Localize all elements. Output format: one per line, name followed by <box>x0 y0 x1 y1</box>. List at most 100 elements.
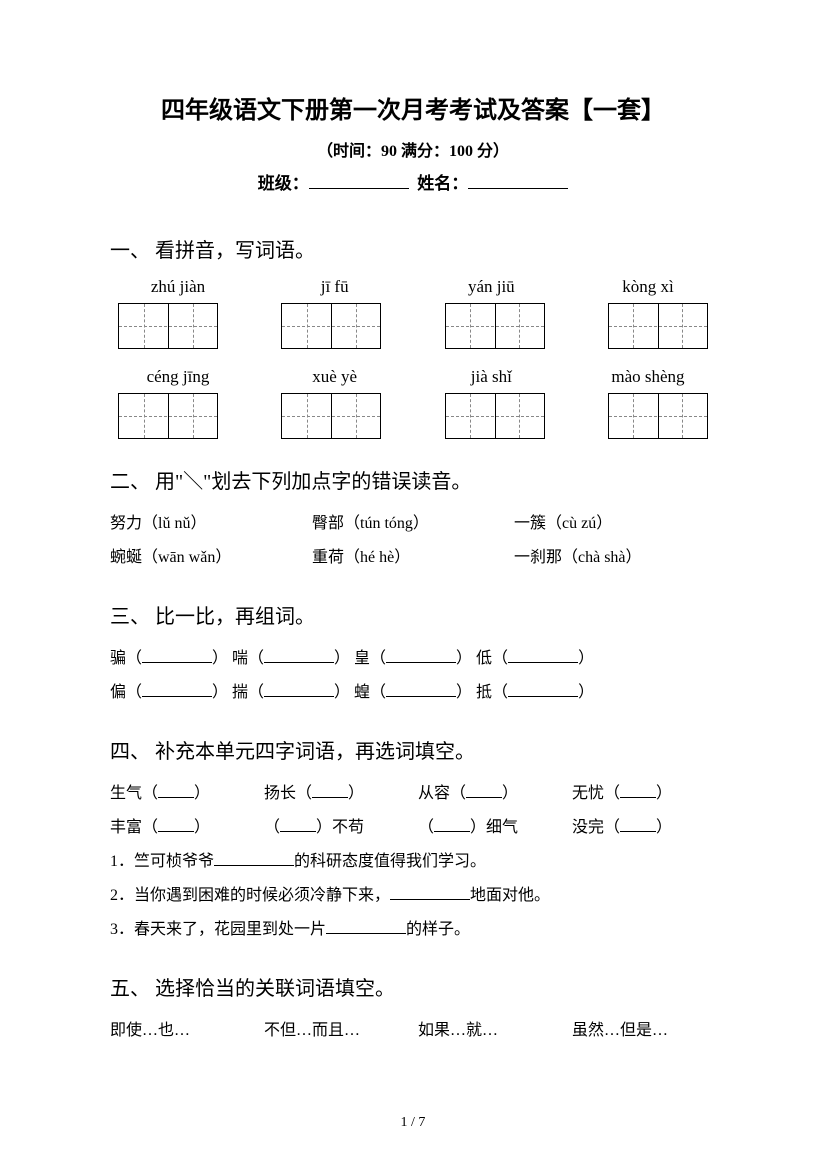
s5-option: 即使…也… <box>110 1015 254 1047</box>
s4-q1: 1．竺可桢爷爷 的科研态度值得我们学习。 <box>110 846 716 878</box>
fill-blank[interactable] <box>508 662 578 663</box>
s4-word: 生气（ <box>110 785 158 802</box>
fill-blank[interactable] <box>264 696 334 697</box>
s2-item: 一簇（cù zú） <box>514 508 716 540</box>
s3-char: ） 低（ <box>456 650 508 667</box>
fill-blank[interactable] <box>386 662 456 663</box>
fill-blank[interactable] <box>620 831 656 832</box>
s4-word: 从容（ <box>418 785 466 802</box>
s2-line-2: 蜿蜒（wān wǎn） 重荷（hé hè） 一刹那（chà shà） <box>110 542 716 574</box>
pinyin-cell: yán jiū <box>431 277 551 297</box>
pinyin-row-2: céng jīng xuè yè jià shǐ mào shèng <box>110 367 716 387</box>
s4-word: ）细气 <box>470 819 518 836</box>
s4-q3: 3．春天来了，花园里到处一片 的样子。 <box>110 914 716 946</box>
s3-char: 骗（ <box>110 650 142 667</box>
pinyin-cell: jià shǐ <box>431 367 551 387</box>
s4-word: ） <box>656 785 672 802</box>
s4-word: （ <box>418 819 434 836</box>
fill-blank[interactable] <box>280 831 316 832</box>
s2-item: 努力（lǔ nǔ） <box>110 508 312 540</box>
fill-blank[interactable] <box>508 696 578 697</box>
s3-char: ） 抵（ <box>456 684 508 701</box>
class-label: 班级： <box>258 174 309 193</box>
writing-box-row-1 <box>110 303 716 349</box>
fill-blank[interactable] <box>620 797 656 798</box>
question-text: 的科研态度值得我们学习。 <box>294 853 486 870</box>
pinyin-cell: jī fū <box>275 277 395 297</box>
s5-option: 不但…而且… <box>264 1015 408 1047</box>
s4-line-1: 生气（） 扬长（） 从容（） 无忧（） <box>110 778 716 810</box>
writing-box[interactable] <box>118 393 218 439</box>
section-1-heading: 一、 看拼音，写词语。 <box>110 234 716 263</box>
s3-char: ） <box>578 650 594 667</box>
section-4-heading: 四、 补充本单元四字词语，再选词填空。 <box>110 735 716 764</box>
fill-blank[interactable] <box>312 797 348 798</box>
s3-char: ） 蝗（ <box>334 684 386 701</box>
s2-item: 重荷（hé hè） <box>312 542 514 574</box>
fill-blank[interactable] <box>142 662 212 663</box>
fill-blank[interactable] <box>326 933 406 934</box>
s4-line-2: 丰富（ ） （ ）不苟 （ ）细气 没完（ ） <box>110 812 716 844</box>
pinyin-cell: mào shèng <box>588 367 708 387</box>
s2-line-1: 努力（lǔ nǔ） 臀部（tún tóng） 一簇（cù zú） <box>110 508 716 540</box>
writing-box[interactable] <box>281 303 381 349</box>
class-blank[interactable] <box>309 172 409 189</box>
writing-box[interactable] <box>608 393 708 439</box>
fill-blank[interactable] <box>434 831 470 832</box>
writing-box[interactable] <box>445 393 545 439</box>
fill-blank[interactable] <box>158 797 194 798</box>
s3-row-1: 骗（ ） 喘（ ） 皇（ ） 低（ ） <box>110 643 716 675</box>
question-text: 1．竺可桢爷爷 <box>110 853 214 870</box>
fill-blank[interactable] <box>390 899 470 900</box>
s2-item: 蜿蜒（wān wǎn） <box>110 542 312 574</box>
s4-word: ） <box>194 785 210 802</box>
s4-word: 扬长（ <box>264 785 312 802</box>
s4-word: ） <box>194 819 210 836</box>
s5-option: 虽然…但是… <box>572 1015 716 1047</box>
fill-blank[interactable] <box>142 696 212 697</box>
pinyin-cell: zhú jiàn <box>118 277 238 297</box>
fill-blank[interactable] <box>214 865 294 866</box>
section-3-heading: 三、 比一比，再组词。 <box>110 600 716 629</box>
fill-blank[interactable] <box>386 696 456 697</box>
s4-q2: 2．当你遇到困难的时候必须冷静下来， 地面对他。 <box>110 880 716 912</box>
writing-box[interactable] <box>118 303 218 349</box>
s3-char: ） 揣（ <box>212 684 264 701</box>
page-number: 1 / 7 <box>0 1115 826 1131</box>
section-5-heading: 五、 选择恰当的关联词语填空。 <box>110 972 716 1001</box>
s3-char: ） 喘（ <box>212 650 264 667</box>
name-label: 姓名： <box>417 174 468 193</box>
writing-box[interactable] <box>281 393 381 439</box>
s5-options: 即使…也… 不但…而且… 如果…就… 虽然…但是… <box>110 1015 716 1047</box>
s3-char: ） <box>578 684 594 701</box>
s4-word: 无忧（ <box>572 785 620 802</box>
s4-word: （ <box>264 819 280 836</box>
s3-char: ） 皇（ <box>334 650 386 667</box>
fill-blank[interactable] <box>264 662 334 663</box>
s4-word: 丰富（ <box>110 819 158 836</box>
student-info-line: 班级： 姓名： <box>110 169 716 194</box>
question-text: 2．当你遇到困难的时候必须冷静下来， <box>110 887 390 904</box>
name-blank[interactable] <box>468 172 568 189</box>
fill-blank[interactable] <box>466 797 502 798</box>
exam-title: 四年级语文下册第一次月考考试及答案【一套】 <box>110 90 716 125</box>
s4-word: 没完（ <box>572 819 620 836</box>
s5-option: 如果…就… <box>418 1015 562 1047</box>
exam-subtitle: （时间：90 满分：100 分） <box>110 137 716 161</box>
question-text: 的样子。 <box>406 921 470 938</box>
s3-char: 偏（ <box>110 684 142 701</box>
s4-word: ） <box>502 785 518 802</box>
s3-row-2: 偏（ ） 揣（ ） 蝗（ ） 抵（ ） <box>110 677 716 709</box>
writing-box[interactable] <box>445 303 545 349</box>
question-text: 3．春天来了，花园里到处一片 <box>110 921 326 938</box>
fill-blank[interactable] <box>158 831 194 832</box>
writing-box-row-2 <box>110 393 716 439</box>
s4-word: ）不苟 <box>316 819 364 836</box>
s4-word: ） <box>656 819 672 836</box>
pinyin-row-1: zhú jiàn jī fū yán jiū kòng xì <box>110 277 716 297</box>
question-text: 地面对他。 <box>470 887 550 904</box>
pinyin-cell: céng jīng <box>118 367 238 387</box>
writing-box[interactable] <box>608 303 708 349</box>
pinyin-cell: kòng xì <box>588 277 708 297</box>
s2-item: 一刹那（chà shà） <box>514 542 716 574</box>
